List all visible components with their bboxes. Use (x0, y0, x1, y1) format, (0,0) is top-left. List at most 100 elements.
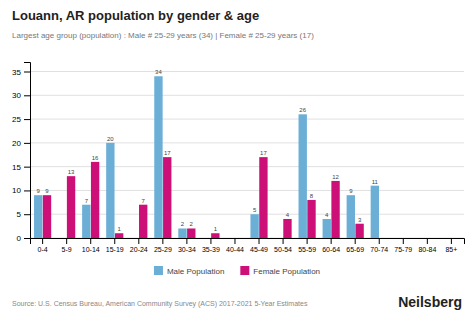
bar (307, 200, 315, 238)
bar (34, 195, 42, 238)
source: Source: U.S. Census Bureau, American Com… (12, 300, 308, 308)
data-label: 9 (349, 188, 353, 194)
x-tick: 20-24 (130, 238, 148, 253)
tick-mark (66, 238, 67, 244)
tick-label: 80-84 (418, 246, 436, 253)
legend: Male Population Female Population (154, 266, 320, 276)
bar (163, 157, 171, 238)
tick-mark (114, 238, 115, 244)
tick-label: 10-14 (82, 246, 100, 253)
tick-label: 45-49 (250, 246, 268, 253)
bar (67, 176, 75, 238)
tick-mark (24, 214, 30, 215)
tick-label: 75-79 (394, 246, 412, 253)
data-label: 2 (190, 221, 194, 227)
bar (58, 238, 66, 239)
legend-label: Female Population (253, 267, 320, 276)
y-axis: 05101520253035 (12, 63, 30, 244)
bar (82, 205, 90, 238)
bar (178, 228, 186, 238)
x-tick: 35-39 (202, 238, 220, 253)
tick-label: 35 (12, 68, 21, 77)
series (34, 76, 379, 238)
tick-label: 15 (12, 163, 21, 172)
tick-label: 0-4 (38, 246, 48, 253)
tick-mark (90, 238, 91, 244)
tick-label: 85+ (445, 246, 457, 253)
bar (299, 114, 307, 238)
grid-line (30, 95, 464, 96)
tick-label: 50-54 (274, 246, 292, 253)
legend-label: Male Population (167, 267, 224, 276)
tick-mark (259, 238, 260, 244)
grid (30, 72, 464, 238)
x-tick: 60-64 (322, 238, 340, 253)
tick-mark (379, 238, 380, 244)
tick-mark (283, 238, 284, 244)
data-label: 1 (117, 226, 121, 232)
tick-mark (138, 238, 139, 244)
tick-mark (234, 238, 235, 244)
data-label: 16 (92, 155, 99, 161)
data-label: 7 (85, 198, 89, 204)
bar (202, 238, 210, 239)
bar (428, 238, 436, 239)
bar (323, 219, 331, 238)
bar (331, 181, 339, 238)
bar (274, 238, 282, 239)
plot: 051015202530350-45-910-1415-1920-2425-29… (12, 63, 464, 253)
x-tick: 80-84 (418, 238, 436, 253)
data-label: 4 (286, 212, 290, 218)
title: Louann, AR population by gender & age (12, 8, 259, 23)
legend-swatch (154, 266, 163, 275)
tick-label: 35-39 (202, 246, 220, 253)
legend-swatch (240, 266, 249, 275)
tick-label: 5-9 (62, 246, 72, 253)
bar (211, 233, 219, 238)
bar (187, 228, 195, 238)
tick-mark (24, 167, 30, 168)
y-tick: 30 (12, 91, 30, 100)
y-tick: 15 (12, 163, 30, 172)
tick-mark (210, 238, 211, 244)
tick-label: 30 (12, 91, 21, 100)
bar (250, 214, 258, 238)
data-label: 5 (253, 207, 257, 213)
data-label: 20 (107, 136, 114, 142)
x-tick: 85+ (445, 238, 457, 253)
tick-label: 15-19 (106, 246, 124, 253)
bar (452, 238, 460, 239)
grid-line (30, 119, 464, 120)
tick-mark (24, 238, 30, 239)
tick-label: 10 (12, 186, 21, 195)
y-tick: 0 (17, 234, 30, 243)
data-label: 9 (45, 188, 49, 194)
subtitle: Largest age group (population) : Male # … (12, 31, 314, 40)
y-tick: 5 (17, 210, 30, 219)
y-tick: 10 (12, 186, 30, 195)
data-label: 12 (332, 174, 339, 180)
data-labels: 97203425264911913161717211748123 (37, 69, 379, 232)
y-tick: 25 (12, 115, 30, 124)
tick-label: 5 (17, 210, 22, 219)
data-label: 11 (372, 179, 379, 185)
data-label: 3 (358, 217, 362, 223)
bar (43, 195, 51, 238)
tick-label: 0 (17, 234, 22, 243)
tick-mark (427, 238, 428, 244)
bars (34, 76, 379, 238)
bar (226, 238, 234, 239)
bar (347, 195, 355, 238)
data-label: 34 (155, 69, 162, 75)
grid-line (30, 142, 464, 143)
tick-mark (162, 238, 163, 244)
data-label: 17 (164, 150, 171, 156)
data-label: 2 (181, 221, 185, 227)
bar (154, 76, 162, 238)
tick-mark (355, 238, 356, 244)
axis-line (24, 63, 31, 239)
bar (259, 157, 267, 238)
x-tick: 30-34 (178, 238, 196, 253)
tick-label: 55-59 (298, 246, 316, 253)
x-tick: 10-14 (82, 238, 100, 253)
